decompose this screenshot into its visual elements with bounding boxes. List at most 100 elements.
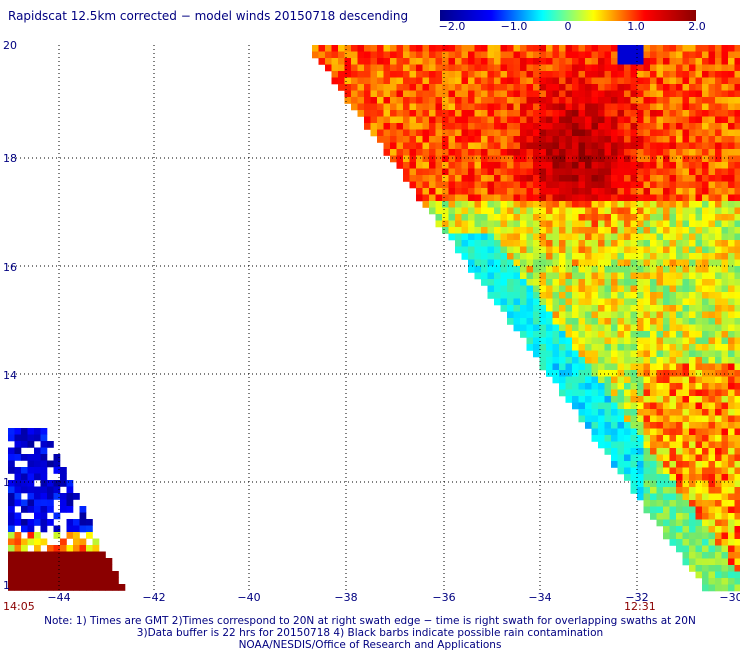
- wind-cell: [657, 156, 664, 163]
- wind-cell: [332, 45, 339, 52]
- wind-cell: [644, 416, 651, 423]
- wind-cell: [559, 247, 566, 254]
- wind-cell: [449, 65, 456, 72]
- wind-cell: [579, 45, 586, 52]
- wind-cell: [572, 286, 579, 293]
- wind-cell: [644, 52, 651, 59]
- wind-cell: [449, 149, 456, 156]
- wind-cell: [683, 552, 690, 559]
- wind-cell: [397, 110, 404, 117]
- wind-cell: [631, 227, 638, 234]
- wind-cell: [709, 234, 716, 241]
- wind-cell: [689, 292, 696, 299]
- wind-cell: [709, 526, 716, 533]
- wind-cell: [592, 344, 599, 351]
- wind-cell: [676, 526, 683, 533]
- wind-cell: [546, 117, 553, 124]
- wind-cell: [481, 130, 488, 137]
- wind-cell: [696, 526, 703, 533]
- wind-cell: [735, 494, 740, 501]
- wind-cell: [637, 461, 644, 468]
- wind-cell: [501, 201, 508, 208]
- wind-cell: [585, 370, 592, 377]
- wind-cell: [735, 364, 740, 371]
- wind-cell: [579, 221, 586, 228]
- wind-cell: [722, 143, 729, 150]
- wind-cell: [650, 52, 657, 59]
- wind-cell: [670, 156, 677, 163]
- wind-cell: [650, 500, 657, 507]
- wind-cell: [605, 409, 612, 416]
- wind-cell: [527, 117, 534, 124]
- wind-cell: [559, 351, 566, 358]
- wind-cell: [611, 416, 618, 423]
- wind-cell: [481, 234, 488, 241]
- wind-cell: [644, 214, 651, 221]
- wind-cell: [566, 214, 573, 221]
- wind-cell: [598, 377, 605, 384]
- wind-cell: [676, 429, 683, 436]
- wind-cell: [657, 45, 664, 52]
- wind-cell: [34, 474, 41, 481]
- wind-cell: [566, 260, 573, 267]
- wind-cell: [494, 299, 501, 306]
- wind-cell: [559, 357, 566, 364]
- wind-cell: [429, 78, 436, 85]
- wind-cell: [507, 91, 514, 98]
- wind-cell: [546, 279, 553, 286]
- wind-cell: [455, 188, 462, 195]
- wind-cell: [553, 130, 560, 137]
- lat-tick-label: 18: [3, 152, 17, 165]
- wind-cell: [566, 357, 573, 364]
- wind-cell: [21, 506, 28, 513]
- wind-cell: [644, 468, 651, 475]
- wind-cell: [73, 526, 80, 533]
- wind-cell: [540, 149, 547, 156]
- wind-cell: [624, 396, 631, 403]
- wind-cell: [384, 78, 391, 85]
- wind-cell: [715, 260, 722, 267]
- wind-cell: [501, 286, 508, 293]
- wind-cell: [436, 71, 443, 78]
- wind-cell: [676, 500, 683, 507]
- wind-cell: [572, 52, 579, 59]
- wind-cell: [644, 136, 651, 143]
- wind-cell: [423, 143, 430, 150]
- wind-cell: [657, 149, 664, 156]
- wind-cell: [546, 292, 553, 299]
- wind-cell: [546, 201, 553, 208]
- wind-cell: [715, 383, 722, 390]
- wind-cell: [566, 110, 573, 117]
- wind-cell: [670, 273, 677, 280]
- wind-cell: [728, 247, 735, 254]
- wind-cell: [364, 71, 371, 78]
- wind-cell: [371, 117, 378, 124]
- wind-cell: [67, 558, 74, 565]
- wind-cell: [650, 195, 657, 202]
- wind-cell: [475, 136, 482, 143]
- wind-cell: [715, 156, 722, 163]
- wind-cell: [416, 52, 423, 59]
- wind-cell: [514, 253, 521, 260]
- wind-cell: [689, 344, 696, 351]
- wind-cell: [735, 286, 740, 293]
- wind-cell: [527, 58, 534, 65]
- wind-cell: [468, 240, 475, 247]
- wind-cell: [80, 545, 87, 552]
- wind-cell: [475, 221, 482, 228]
- wind-cell: [559, 195, 566, 202]
- wind-cell: [488, 58, 495, 65]
- wind-cell: [611, 52, 618, 59]
- wind-cell: [572, 65, 579, 72]
- wind-cell: [585, 364, 592, 371]
- wind-cell: [657, 247, 664, 254]
- wind-cell: [696, 91, 703, 98]
- wind-cell: [637, 448, 644, 455]
- wind-cell: [637, 104, 644, 111]
- wind-cell: [735, 273, 740, 280]
- wind-cell: [592, 364, 599, 371]
- wind-cell: [559, 364, 566, 371]
- wind-cell: [722, 208, 729, 215]
- wind-cell: [670, 292, 677, 299]
- wind-cell: [702, 390, 709, 397]
